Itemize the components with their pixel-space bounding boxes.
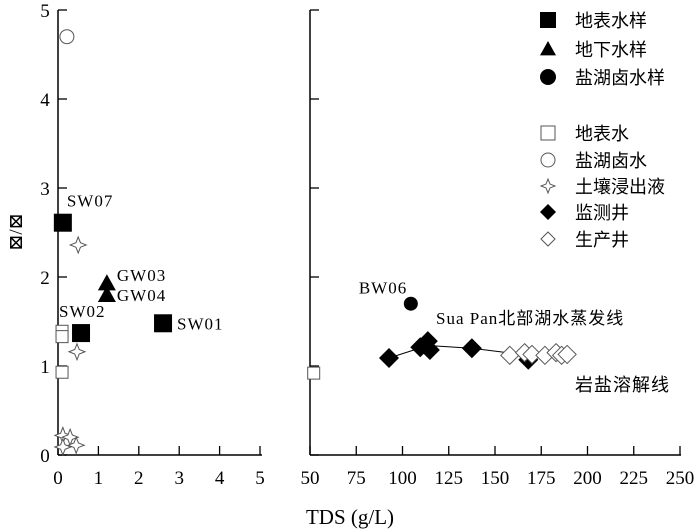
point-label: GW03 bbox=[117, 266, 166, 285]
point-label: GW04 bbox=[117, 286, 166, 305]
legend-marker-circle-filled bbox=[540, 69, 556, 85]
y-tick-label: 0 bbox=[40, 446, 50, 467]
data-point-square-filled bbox=[53, 213, 72, 232]
data-point-diamond-open bbox=[522, 344, 542, 365]
x-tick-label: 175 bbox=[527, 468, 556, 489]
y-tick-label: 2 bbox=[40, 268, 50, 289]
legend-marker-square-open bbox=[540, 125, 556, 141]
x-tick-label: 75 bbox=[347, 468, 366, 489]
legend-label: 盐湖卤水 bbox=[575, 151, 647, 172]
legend-marker-circle-open bbox=[540, 152, 556, 168]
data-point-square-filled bbox=[72, 324, 91, 343]
data-point-square-open bbox=[307, 366, 321, 380]
data-point-diamond-open bbox=[557, 344, 577, 365]
point-label: BW06 bbox=[359, 279, 407, 298]
legend-label: 土壤浸出液 bbox=[575, 177, 665, 198]
x-tick-label: 250 bbox=[666, 468, 695, 489]
legend-label: 地下水样 bbox=[575, 40, 647, 61]
data-point-diamond-filled bbox=[419, 339, 440, 360]
x-tick-label: 2 bbox=[134, 468, 144, 489]
data-point-triangle-filled bbox=[97, 274, 116, 291]
legend-label: 地表水样 bbox=[575, 11, 647, 32]
data-point-star-open bbox=[67, 342, 87, 362]
x-tick-label: 200 bbox=[573, 468, 602, 489]
data-point-star-open bbox=[53, 437, 73, 457]
y-tick-label: 3 bbox=[40, 179, 50, 200]
y-tick-label: 5 bbox=[40, 1, 50, 22]
legend-label: 生产井 bbox=[575, 230, 629, 251]
point-label: SW01 bbox=[177, 314, 224, 333]
x-axis-label: TDS (g/L) bbox=[306, 505, 394, 529]
legend-label: 盐湖卤水样 bbox=[575, 68, 665, 89]
y-tick-label: 1 bbox=[40, 357, 50, 378]
y-axis-label: ⊠/⊠ bbox=[6, 213, 27, 250]
x-tick-label: 50 bbox=[301, 468, 320, 489]
legend-label: 地表水 bbox=[575, 124, 629, 145]
legend-marker-triangle-filled bbox=[540, 41, 556, 56]
x-tick-label: 1 bbox=[94, 468, 104, 489]
data-point-square-open bbox=[55, 330, 69, 344]
x-tick-label: 0 bbox=[53, 468, 63, 489]
x-tick-label: 3 bbox=[174, 468, 184, 489]
data-point-diamond-filled bbox=[461, 338, 482, 359]
data-point-circle-open bbox=[59, 29, 75, 45]
point-label: SW02 bbox=[59, 302, 106, 321]
x-tick-label: 150 bbox=[481, 468, 510, 489]
legend-label: 监测井 bbox=[575, 203, 629, 224]
annotation-halite-dissolution-line: 岩盐溶解线 bbox=[575, 375, 670, 395]
legend-marker-diamond-filled bbox=[540, 204, 556, 220]
x-tick-label: 4 bbox=[215, 468, 225, 489]
data-point-star-open bbox=[66, 435, 86, 455]
x-tick-label: 225 bbox=[620, 468, 649, 489]
x-tick-label: 125 bbox=[435, 468, 464, 489]
data-point-square-open bbox=[55, 365, 69, 379]
x-tick-label: 5 bbox=[255, 468, 265, 489]
data-point-triangle-filled bbox=[97, 285, 116, 302]
data-point-square-filled bbox=[154, 314, 173, 333]
legend-marker-diamond-open bbox=[540, 231, 556, 247]
data-point-diamond-filled bbox=[378, 347, 399, 368]
legend-marker-star-open bbox=[539, 177, 557, 195]
x-tick-label: 100 bbox=[388, 468, 417, 489]
data-point-star-open bbox=[68, 235, 88, 255]
data-point-circle-filled bbox=[403, 296, 418, 311]
y-tick-label: 4 bbox=[40, 90, 50, 111]
point-label: SW07 bbox=[67, 192, 114, 211]
data-point-diamond-open bbox=[500, 345, 520, 366]
annotation-evaporation-line: Sua Pan北部湖水蒸发线 bbox=[436, 309, 624, 328]
legend-marker-square-filled bbox=[540, 12, 556, 28]
